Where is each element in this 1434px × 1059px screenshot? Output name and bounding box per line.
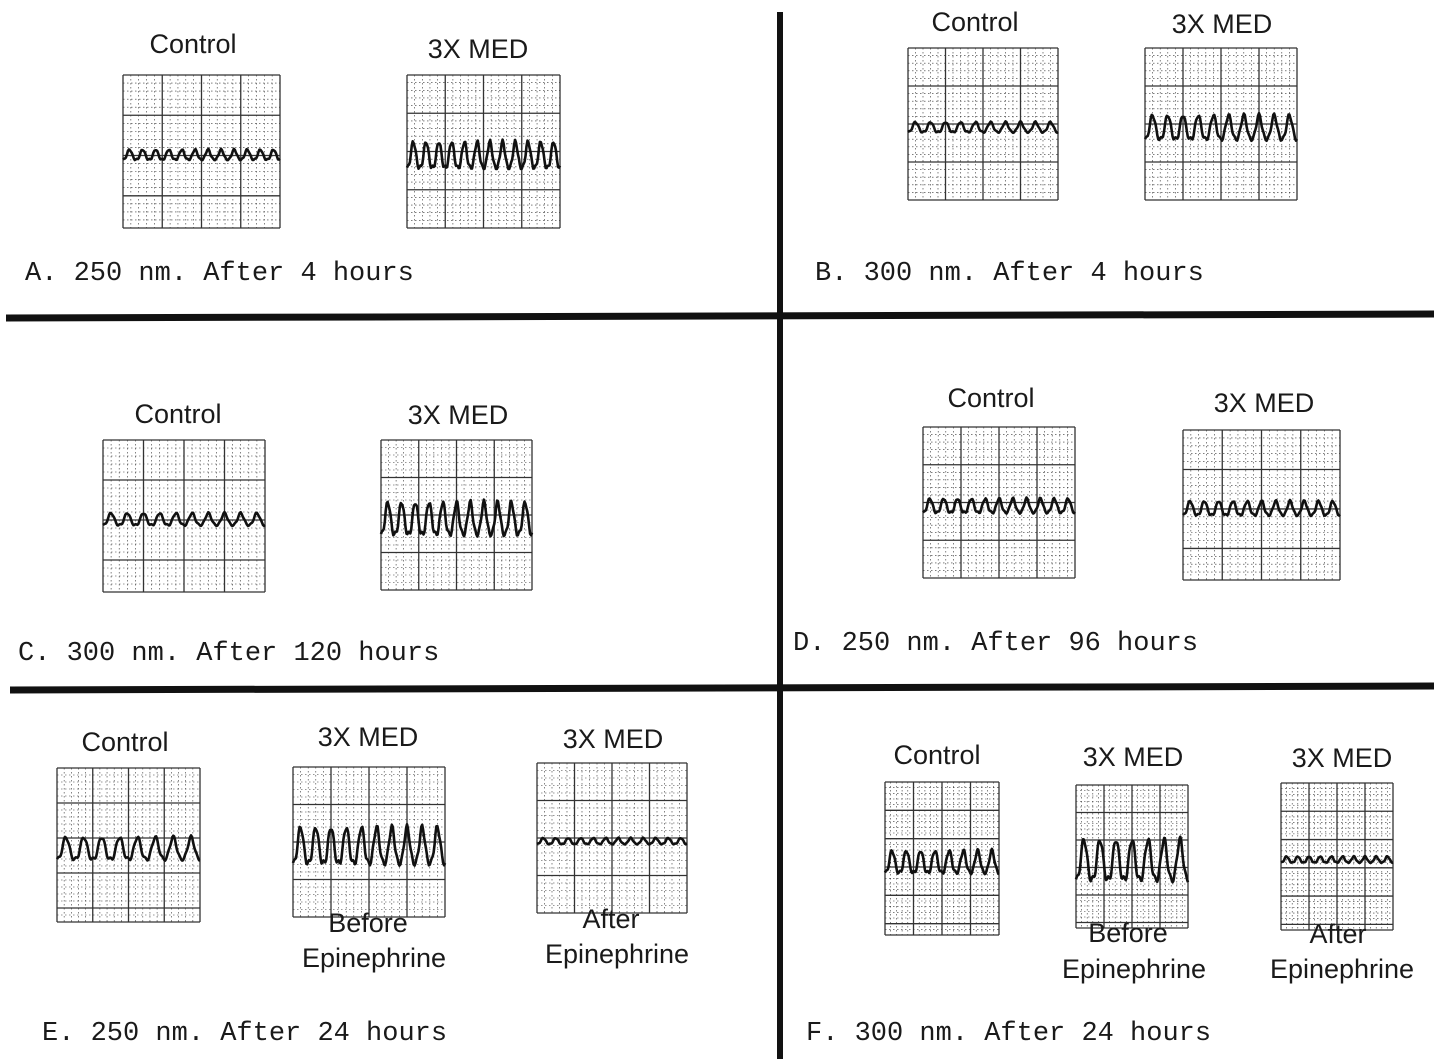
- trace-note: After: [1309, 919, 1366, 949]
- trace-label: 3X MED: [563, 724, 664, 754]
- page: {"panels": [ {"caption": "A. 250 nm. Aft…: [0, 0, 1434, 1059]
- panel-caption: F. 300 nm. After 24 hours: [806, 1019, 1211, 1049]
- trace-label: 3X MED: [408, 400, 509, 430]
- trace-note: Before: [1088, 918, 1168, 948]
- trace-label: 3X MED: [1083, 742, 1184, 772]
- trace-note: Epinephrine: [1062, 954, 1206, 984]
- trace-note: Epinephrine: [302, 943, 446, 973]
- trace-label: Control: [81, 727, 168, 757]
- trace-label: 3X MED: [428, 34, 529, 64]
- trace-note: Epinephrine: [1270, 954, 1414, 984]
- panel-caption: D. 250 nm. After 96 hours: [793, 629, 1198, 659]
- trace-label: 3X MED: [1172, 9, 1273, 39]
- panel-caption: E. 250 nm. After 24 hours: [42, 1019, 447, 1049]
- panel-caption: A. 250 nm. After 4 hours: [25, 259, 414, 289]
- trace-label: Control: [931, 7, 1018, 37]
- trace-label: 3X MED: [1292, 743, 1393, 773]
- trace-label: Control: [149, 29, 236, 59]
- trace-label: Control: [947, 383, 1034, 413]
- trace-note: Epinephrine: [545, 939, 689, 969]
- divider: [10, 686, 1434, 690]
- divider: [6, 314, 1434, 318]
- trace-note: Before: [328, 908, 408, 938]
- trace-label: 3X MED: [318, 722, 419, 752]
- figure: A. 250 nm. After 4 hours Control 3X MED B. …: [0, 0, 1434, 1059]
- trace-label: 3X MED: [1214, 388, 1315, 418]
- trace-label: Control: [893, 740, 980, 770]
- trace-note: After: [582, 904, 639, 934]
- trace-label: Control: [134, 399, 221, 429]
- panel-caption: B. 300 nm. After 4 hours: [815, 259, 1204, 289]
- panel-caption: C. 300 nm. After 120 hours: [18, 639, 439, 669]
